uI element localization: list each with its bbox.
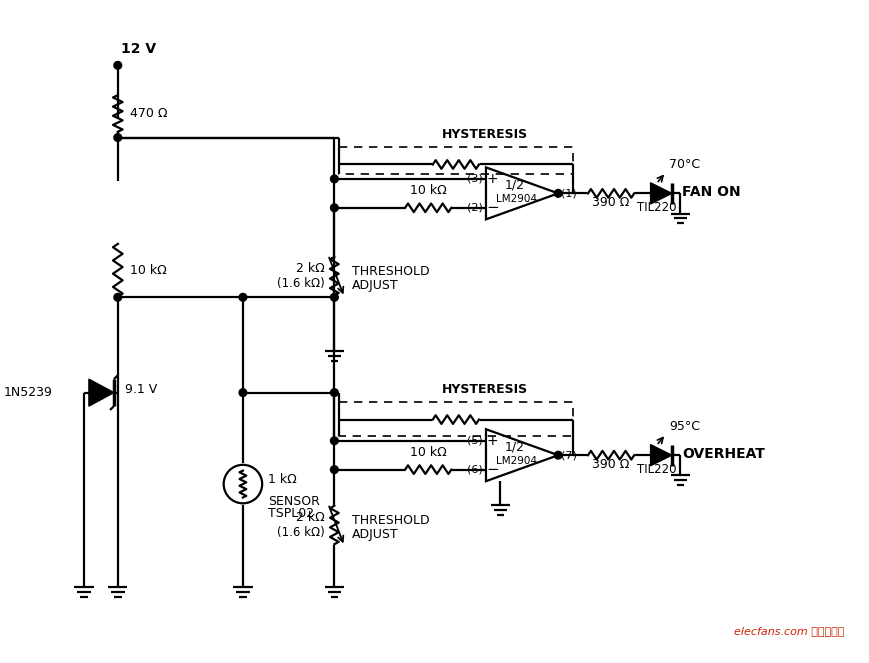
Text: TSPL02: TSPL02 [268, 507, 314, 520]
Text: FAN ON: FAN ON [681, 186, 740, 200]
Text: (2): (2) [467, 203, 482, 213]
Text: LM2904: LM2904 [495, 456, 536, 466]
Text: 1/2: 1/2 [504, 178, 524, 192]
Text: (5): (5) [467, 436, 482, 446]
Text: 2 kΩ: 2 kΩ [295, 511, 324, 524]
Text: 1N5239: 1N5239 [3, 386, 52, 399]
Text: 70°C: 70°C [668, 158, 700, 171]
Circle shape [330, 389, 338, 396]
Text: −: − [486, 462, 499, 477]
Text: (1.6 kΩ): (1.6 kΩ) [276, 526, 324, 539]
Circle shape [239, 389, 247, 396]
Text: 10 kΩ: 10 kΩ [130, 264, 167, 277]
Polygon shape [650, 445, 671, 466]
Text: TIL220: TIL220 [636, 201, 675, 213]
Polygon shape [89, 379, 114, 406]
Text: LM2904: LM2904 [495, 194, 536, 204]
Circle shape [330, 437, 338, 445]
Text: +: + [487, 434, 498, 448]
Circle shape [114, 134, 122, 141]
Text: 390 Ω: 390 Ω [592, 196, 629, 209]
Text: 1/2: 1/2 [504, 440, 524, 453]
Circle shape [330, 466, 338, 473]
Text: ADJUST: ADJUST [351, 279, 398, 292]
Bar [339, 402, 572, 436]
Circle shape [114, 62, 122, 69]
Text: 95°C: 95°C [668, 420, 699, 433]
Text: HYSTERESIS: HYSTERESIS [441, 127, 527, 141]
Circle shape [330, 175, 338, 183]
Circle shape [330, 204, 338, 211]
Text: 470 Ω: 470 Ω [130, 107, 168, 120]
Text: SENSOR: SENSOR [268, 495, 320, 508]
Circle shape [554, 452, 561, 459]
Text: (1.6 kΩ): (1.6 kΩ) [276, 277, 324, 290]
Text: (7): (7) [561, 450, 576, 460]
Circle shape [554, 190, 561, 197]
Text: TIL220: TIL220 [636, 463, 675, 475]
Text: 12 V: 12 V [121, 42, 156, 56]
Text: THRESHOLD: THRESHOLD [351, 265, 428, 278]
Text: HYSTERESIS: HYSTERESIS [441, 383, 527, 396]
Text: (3): (3) [467, 174, 482, 184]
Text: THRESHOLD: THRESHOLD [351, 514, 428, 526]
Text: −: − [486, 200, 499, 215]
Circle shape [114, 294, 122, 301]
Text: 2 kΩ: 2 kΩ [295, 262, 324, 275]
Text: (6): (6) [467, 465, 482, 475]
Text: ADJUST: ADJUST [351, 528, 398, 541]
Text: 10 kΩ: 10 kΩ [409, 184, 446, 198]
Text: (1): (1) [561, 188, 576, 198]
Text: +: + [487, 172, 498, 186]
Text: 9.1 V: 9.1 V [125, 383, 157, 396]
Text: 1 kΩ: 1 kΩ [268, 473, 296, 486]
Polygon shape [650, 183, 671, 204]
Bar [339, 147, 572, 174]
Circle shape [330, 294, 338, 301]
Text: 10 kΩ: 10 kΩ [409, 446, 446, 459]
Text: 390 Ω: 390 Ω [592, 457, 629, 471]
Text: elecfans.com 电子发烧友: elecfans.com 电子发烧友 [733, 626, 844, 636]
Circle shape [239, 294, 247, 301]
Text: OVERHEAT: OVERHEAT [681, 448, 765, 461]
